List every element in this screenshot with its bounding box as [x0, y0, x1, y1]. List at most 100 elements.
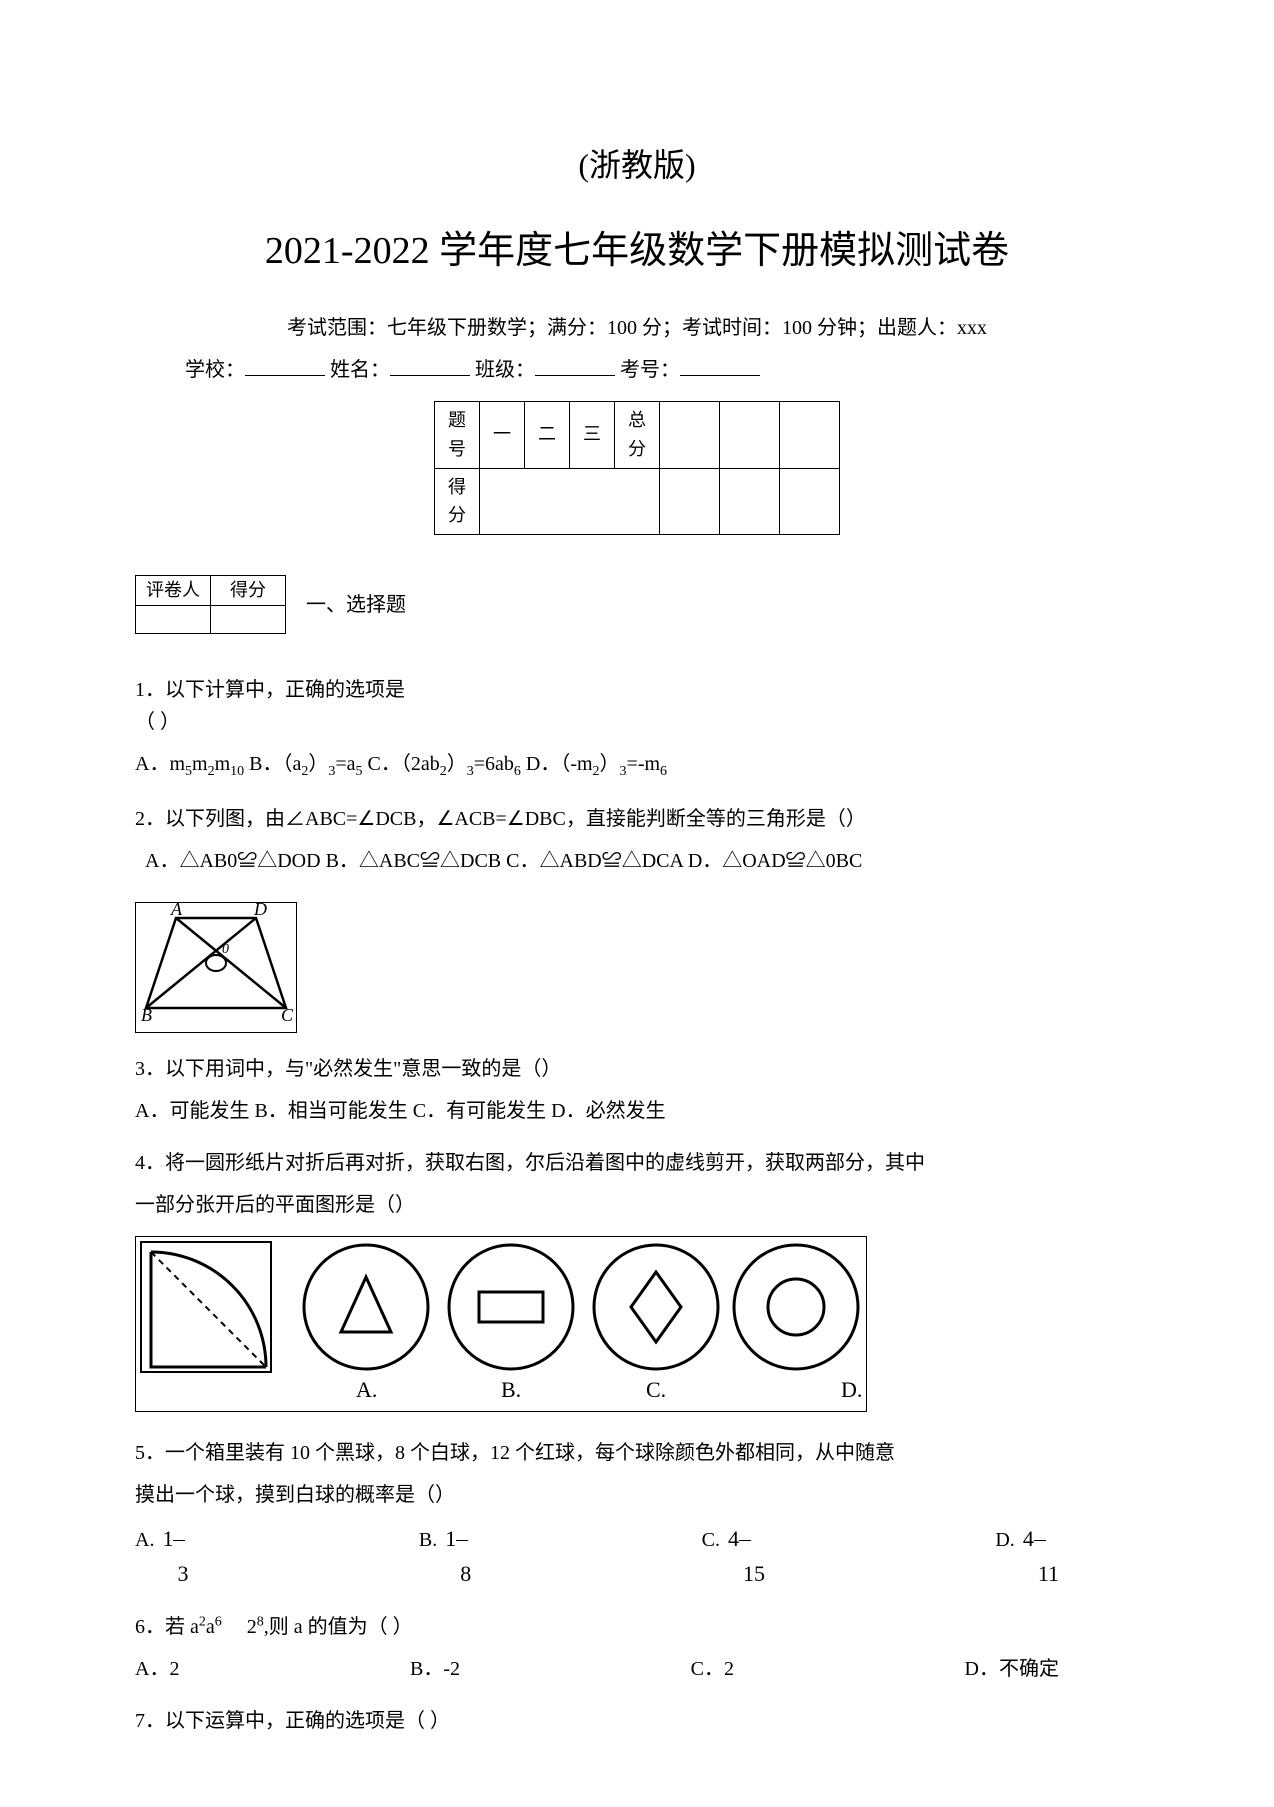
q5-options: A. 1 3 B. 1 8 C. 4 15 D. 4 11 — [135, 1521, 1139, 1591]
q5d-den: 11 — [1038, 1556, 1059, 1591]
q5-opt-d: D. 4 11 — [995, 1521, 1059, 1591]
q6-stem: 6．若 a2a6 28,则 a 的值为（ ） — [135, 1611, 1139, 1643]
examno-label: 考号： — [620, 359, 680, 381]
q5-stem2: 摸出一个球，摸到白球的概率是（） — [135, 1479, 1139, 1511]
q3-stem: 3．以下用词中，与"必然发生"意思一致的是（） — [135, 1053, 1139, 1085]
q2-label-b: B — [141, 1005, 152, 1023]
q2-d: D．△OAD≌△0BC — [688, 850, 862, 872]
q2-stem: 2．以下列图，由∠ABC=∠DCB，∠ACB=∠DBC，直接能判断全等的三角形是… — [135, 803, 1139, 835]
q4-label-b: B. — [501, 1377, 521, 1402]
q6-sp: 2 — [222, 1616, 257, 1638]
q4-label-a: A. — [356, 1377, 377, 1402]
q5c-num: 4 — [728, 1526, 739, 1551]
section1-title: 一、选择题 — [306, 589, 406, 621]
q2-label-c: C — [281, 1005, 294, 1023]
exam-info: 考试范围：七年级下册数学；满分：100 分；考试时间：100 分钟；出题人：xx… — [135, 312, 1139, 344]
school-blank — [245, 356, 325, 376]
score-cell-blank1 — [660, 401, 720, 468]
q1-stem-pre: 1．以下计算中，正确的选项是 — [135, 679, 405, 701]
score-cell-blank3 — [780, 401, 840, 468]
q5c-den: 15 — [743, 1556, 765, 1591]
q6-3: ,则 a 的值为（ ） — [264, 1616, 413, 1638]
q5b-num: 1 — [445, 1526, 456, 1551]
q1d-3: =-m — [627, 753, 661, 775]
q5d-num: 4 — [1023, 1526, 1034, 1551]
grader-row: 评卷人 得分 一、选择题 — [135, 575, 1139, 634]
q1a-s3: 10 — [230, 764, 244, 779]
q2-b: B．△ABC≌△DCB — [326, 850, 502, 872]
score-cell-b2 — [720, 468, 780, 535]
grader-col2: 得分 — [211, 576, 286, 606]
q1c-s1: 2 — [440, 764, 447, 779]
q6-1: 6．若 a — [135, 1616, 199, 1638]
q5-opt-c: C. 4 15 — [702, 1521, 765, 1591]
score-table: 题号 一 二 三 总分 得分 — [434, 401, 840, 535]
q1b-1: B．（a — [249, 753, 301, 775]
q6-2: a — [206, 1616, 215, 1638]
q5a-frac: 1 3 — [162, 1521, 188, 1591]
q1d-2: ） — [600, 753, 620, 775]
q5c-label: C. — [702, 1524, 720, 1556]
score-row-label: 得分 — [435, 468, 480, 535]
q5b-label: B. — [419, 1524, 437, 1556]
q6-options: A．2 B．-2 C．2 D．不确定 — [135, 1653, 1139, 1685]
name-label: 姓名： — [330, 359, 390, 381]
q1-stem: 1．以下计算中，正确的选项是 （ ） — [135, 674, 1139, 738]
q5d-label: D. — [995, 1524, 1014, 1556]
q1d-s3: 6 — [660, 764, 667, 779]
q1c-1: C．（2ab — [368, 753, 440, 775]
class-label: 班级： — [475, 359, 535, 381]
score-header-4: 总分 — [615, 401, 660, 468]
q1b-2: ） — [308, 753, 328, 775]
grader-blank1 — [136, 605, 211, 633]
q4-figure: A. B. C. D. — [135, 1236, 867, 1412]
q3-options: A．可能发生 B．相当可能发生 C．有可能发生 D．必然发生 — [135, 1095, 1139, 1127]
score-header-2: 二 — [525, 401, 570, 468]
q1a-s1: 5 — [185, 764, 192, 779]
q1b-3: =a — [335, 753, 355, 775]
grader-table: 评卷人 得分 — [135, 575, 286, 634]
q1a-1: A．m — [135, 753, 185, 775]
q6-opt-a: A．2 — [135, 1653, 179, 1685]
blanks-line: 学校： 姓名： 班级： 考号： — [135, 354, 1139, 386]
q4-svg: A. B. C. D. — [136, 1237, 866, 1402]
q6-s3: 8 — [257, 1614, 264, 1629]
q4-stem1: 4．将一圆形纸片对折后再对折，获取右图，尔后沿着图中的虚线剪开，获取两部分，其中 — [135, 1147, 1139, 1179]
q6-s2: 6 — [215, 1614, 222, 1629]
main-title: 2021-2022 学年度七年级数学下册模拟测试卷 — [135, 221, 1139, 282]
name-blank — [390, 356, 470, 376]
score-header-0: 题号 — [435, 401, 480, 468]
q1d-s1: 2 — [593, 764, 600, 779]
q5d-frac: 4 11 — [1023, 1521, 1059, 1591]
q2-c: C．△ABD≌△DCA — [506, 850, 683, 872]
q2-a: A．△AB0≌△DOD — [145, 850, 321, 872]
score-row-merged — [480, 468, 660, 535]
grader-blank2 — [211, 605, 286, 633]
q1a-2: m — [192, 753, 208, 775]
q4-stem2: 一部分张开后的平面图形是（） — [135, 1189, 1139, 1221]
q5-opt-a: A. 1 3 — [135, 1521, 188, 1591]
q5c-frac: 4 15 — [728, 1521, 765, 1591]
q2-figure: A D B C 0 — [135, 902, 297, 1033]
q1b-s3: 5 — [356, 764, 363, 779]
q2-label-o: 0 — [222, 942, 229, 957]
examno-blank — [680, 356, 760, 376]
q1a-3: m — [215, 753, 231, 775]
q7-stem: 7．以下运算中，正确的选项是（ ） — [135, 1705, 1139, 1737]
q4-label-c: C. — [646, 1377, 666, 1402]
edition-label: (浙教版) — [135, 140, 1139, 191]
q1a-s2: 2 — [208, 764, 215, 779]
q5a-den: 3 — [177, 1556, 188, 1591]
score-cell-b1 — [660, 468, 720, 535]
q1c-s3: 6 — [514, 764, 521, 779]
q4-label-d: D. — [841, 1377, 862, 1402]
q1c-3: =6ab — [474, 753, 514, 775]
grader-col1: 评卷人 — [136, 576, 211, 606]
q1-stem-post: （ ） — [135, 711, 180, 733]
school-label: 学校： — [185, 359, 245, 381]
q2-label-a: A — [170, 903, 183, 919]
score-cell-blank2 — [720, 401, 780, 468]
q6-opt-d: D．不确定 — [965, 1653, 1059, 1685]
class-blank — [535, 356, 615, 376]
q1d-s2: 3 — [620, 764, 627, 779]
